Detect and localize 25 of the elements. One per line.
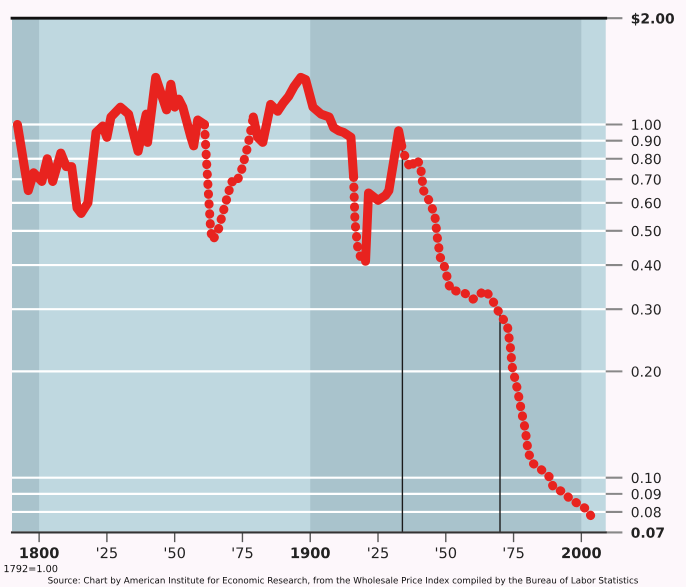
y-tick-label: 0.50	[632, 226, 661, 236]
y-tick-label: 1.00	[632, 119, 661, 130]
y-tick-label: 0.10	[632, 472, 661, 484]
y-tick-label: 0.70	[632, 174, 661, 185]
x-tick-label: 1900	[292, 547, 330, 558]
y-tick-label: 0.30	[632, 304, 661, 315]
y-tick-label: 0.07	[631, 527, 664, 538]
y-tick-label: 0.20	[632, 366, 661, 377]
x-tick-label: '75	[232, 547, 252, 558]
y-tick-label: 0.09	[632, 488, 661, 500]
x-tick-label: '25	[97, 547, 117, 558]
x-tick-label: '50	[436, 547, 456, 558]
y-tick-label: 0.08	[632, 506, 661, 518]
x-tick-label: '25	[368, 547, 388, 558]
y-tick-label: $2.00	[632, 12, 674, 26]
y-tick-label: 0.80	[632, 154, 661, 164]
y-tick-label: 0.40	[632, 260, 661, 271]
x-tick-label: 2000	[562, 547, 601, 558]
text: 1792=1.00	[4, 564, 58, 572]
x-tick-label: '75	[504, 547, 524, 558]
x-tick-label: '50	[164, 547, 185, 558]
source-note: Source: Chart by American Institute for Economic Research, from the Wholesale Price Index compiled by the Bureau of Labor Statistics	[48, 576, 638, 586]
y-tick-label: 0.90	[632, 136, 661, 146]
y-tick-label: 0.60	[632, 198, 661, 208]
x-tick-label: 1800	[20, 547, 59, 558]
